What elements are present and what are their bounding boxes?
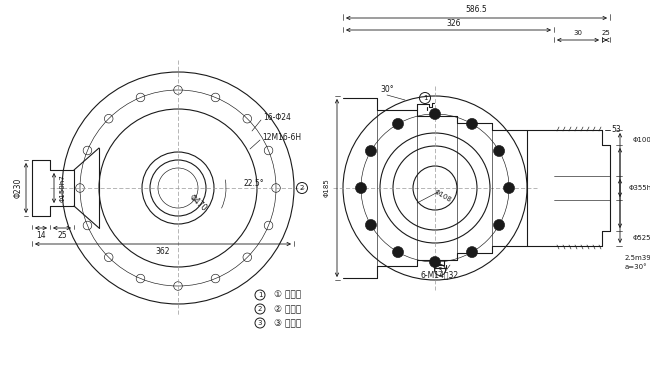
Text: ① 透气孔: ① 透气孔 (274, 291, 301, 300)
Text: 12M16-6H: 12M16-6H (262, 134, 301, 142)
Text: 2: 2 (300, 185, 304, 191)
Text: Φ470: Φ470 (187, 193, 209, 213)
Text: 30: 30 (573, 30, 582, 36)
Text: 3: 3 (258, 320, 262, 326)
Text: Φ100: Φ100 (632, 137, 650, 143)
Circle shape (493, 145, 504, 157)
Text: a=30°: a=30° (625, 264, 647, 270)
Text: Φ230: Φ230 (14, 178, 23, 198)
Text: Φ108: Φ108 (434, 189, 452, 203)
Text: 1: 1 (258, 292, 262, 298)
Text: 2.5m39z: 2.5m39z (625, 255, 650, 261)
Text: ③ 放油孔: ③ 放油孔 (274, 319, 301, 327)
Circle shape (393, 118, 404, 129)
Circle shape (504, 182, 515, 194)
Circle shape (467, 118, 478, 129)
Text: 362: 362 (156, 247, 170, 256)
Text: 16-Φ24: 16-Φ24 (263, 113, 291, 122)
Text: 25: 25 (602, 30, 610, 36)
Circle shape (393, 247, 404, 258)
Text: 586.5: 586.5 (465, 6, 488, 15)
Text: ② 油位塞: ② 油位塞 (274, 304, 301, 313)
Circle shape (467, 247, 478, 258)
Text: 3: 3 (437, 267, 442, 273)
Text: 30°: 30° (380, 85, 394, 94)
Text: 22.5°: 22.5° (243, 179, 264, 188)
Text: 1: 1 (422, 95, 427, 101)
Text: Φ185: Φ185 (324, 179, 330, 197)
Text: 53: 53 (611, 125, 621, 135)
Text: Φ525: Φ525 (632, 235, 650, 241)
Text: 6-M14深32: 6-M14深32 (421, 270, 459, 279)
Circle shape (356, 182, 367, 194)
Circle shape (430, 257, 441, 267)
Circle shape (365, 145, 376, 157)
Text: Φ150h7: Φ150h7 (60, 174, 66, 202)
Text: 14: 14 (36, 231, 46, 239)
Text: 326: 326 (447, 19, 461, 28)
Text: 25: 25 (57, 231, 67, 239)
Circle shape (430, 109, 441, 119)
Text: Φ355h7: Φ355h7 (628, 185, 650, 191)
Text: 2: 2 (258, 306, 262, 312)
Circle shape (365, 219, 376, 231)
Circle shape (493, 219, 504, 231)
